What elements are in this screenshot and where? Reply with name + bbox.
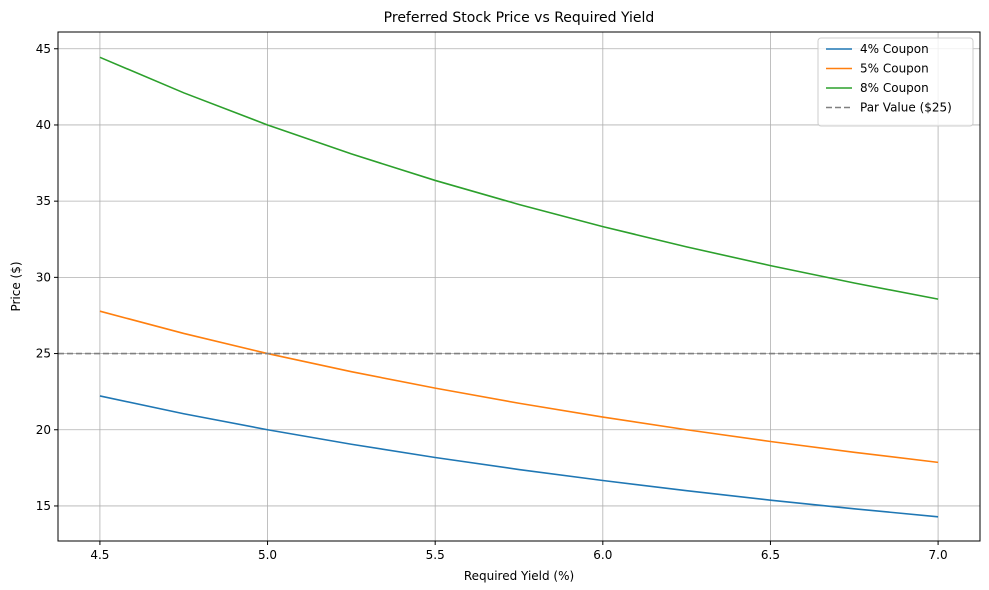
x-tick-label: 7.0 (929, 548, 948, 562)
x-tick-label: 5.0 (258, 548, 277, 562)
y-tick-label: 40 (36, 118, 51, 132)
legend-label: 5% Coupon (860, 62, 929, 76)
legend: 4% Coupon 5% Coupon 8% Coupon Par Value ($2… (817, 37, 974, 127)
x-tick-label: 4.5 (90, 548, 109, 562)
axes-ticks: 4.5 5.0 5.5 6.0 6.5 7.0 15 20 25 30 35 40 45 (36, 42, 948, 562)
y-tick-label: 15 (36, 499, 51, 513)
legend-label: Par Value ($25) (860, 101, 952, 115)
legend-label: 8% Coupon (860, 81, 929, 95)
y-tick-label: 25 (36, 347, 51, 361)
x-axis-title: Required Yield (%) (464, 569, 574, 583)
series-line-2 (99, 310, 939, 464)
y-axis-title: Price ($) (9, 261, 23, 311)
series-line-1 (99, 395, 939, 518)
legend-box (817, 37, 974, 127)
x-tick-label: 6.0 (593, 548, 612, 562)
chart-title: Preferred Stock Price vs Required Yield (384, 10, 655, 26)
y-tick-label: 20 (36, 423, 51, 437)
x-tick-label: 5.5 (426, 548, 445, 562)
series-line-3 (99, 56, 939, 300)
legend-label: 4% Coupon (860, 42, 929, 56)
y-tick-label: 45 (36, 42, 51, 56)
y-tick-label: 35 (36, 194, 51, 208)
plot-frame (57, 31, 981, 542)
x-tick-label: 6.5 (761, 548, 780, 562)
y-tick-label: 30 (36, 270, 51, 284)
plot-area (58, 56, 980, 518)
